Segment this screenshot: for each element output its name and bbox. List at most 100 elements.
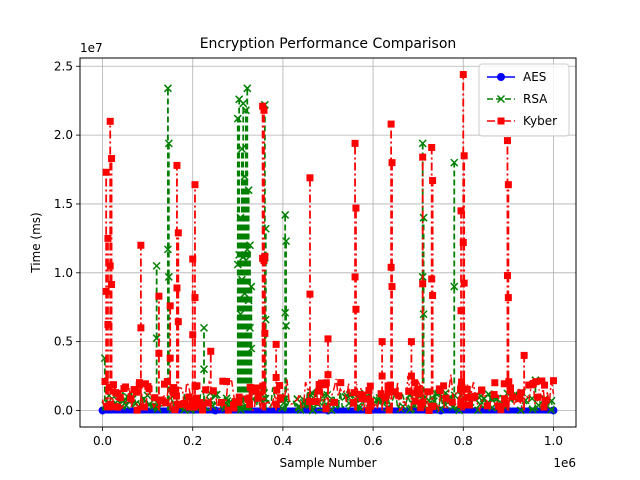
spike-mid-point bbox=[460, 279, 468, 287]
spike-point bbox=[189, 255, 197, 263]
noise-marker bbox=[337, 379, 345, 387]
y-tick-label: 2.0 bbox=[54, 128, 73, 142]
y-tick-label: 0.0 bbox=[54, 403, 73, 417]
spike-point bbox=[243, 84, 252, 93]
x-axis-label: Sample Number bbox=[279, 456, 376, 470]
noise-marker bbox=[501, 395, 509, 403]
noise-marker bbox=[547, 405, 556, 414]
spike-mid-point bbox=[281, 308, 290, 317]
noise-marker bbox=[245, 394, 253, 402]
spike-mid-point bbox=[504, 294, 512, 302]
spike-mid-point bbox=[419, 280, 427, 288]
noise-marker bbox=[312, 398, 320, 406]
legend-marker bbox=[497, 117, 505, 125]
noise-marker bbox=[172, 392, 180, 400]
spike-mid-point bbox=[388, 283, 396, 291]
noise-marker bbox=[252, 384, 260, 392]
noise-marker bbox=[395, 392, 403, 400]
noise-marker bbox=[114, 403, 122, 411]
noise-marker bbox=[315, 381, 323, 389]
noise-marker bbox=[534, 393, 542, 401]
spike-point bbox=[173, 161, 181, 169]
spike-point bbox=[239, 99, 248, 108]
noise-marker bbox=[192, 394, 200, 402]
noise-marker bbox=[516, 406, 525, 415]
noise-marker bbox=[209, 387, 217, 395]
spike-mid-point bbox=[102, 287, 110, 295]
noise-marker bbox=[517, 389, 525, 397]
noise-marker bbox=[500, 380, 508, 388]
noise-marker bbox=[490, 391, 498, 399]
chart-title: Encryption Performance Comparison bbox=[200, 36, 457, 52]
noise-marker bbox=[218, 398, 226, 406]
spike-mid-point bbox=[429, 292, 437, 300]
spike-point bbox=[260, 106, 268, 114]
spike-point bbox=[520, 351, 528, 359]
spike-mid-point bbox=[174, 318, 182, 326]
noise-marker bbox=[411, 389, 419, 397]
spike-mid-point bbox=[166, 354, 174, 362]
legend-marker bbox=[497, 73, 505, 81]
noise-marker bbox=[471, 392, 479, 400]
noise-marker bbox=[384, 382, 392, 390]
spike-point bbox=[261, 252, 269, 260]
noise-marker bbox=[350, 389, 358, 397]
spike-point bbox=[419, 213, 428, 222]
spike-point bbox=[152, 261, 161, 270]
spike-mid-point bbox=[352, 305, 360, 313]
noise-marker bbox=[331, 398, 339, 406]
noise-marker bbox=[506, 384, 514, 392]
spike-point bbox=[166, 302, 174, 310]
spike-point bbox=[429, 177, 437, 185]
x-tick-label: 0.4 bbox=[273, 434, 292, 448]
noise-marker bbox=[202, 386, 210, 394]
noise-marker bbox=[141, 403, 149, 411]
noise-marker bbox=[141, 380, 149, 388]
noise-marker bbox=[516, 395, 524, 403]
x-tick-label: 1.0 bbox=[544, 434, 563, 448]
noise-marker bbox=[162, 399, 170, 407]
spike-point bbox=[191, 181, 199, 189]
noise-marker bbox=[541, 396, 549, 404]
noise-marker bbox=[223, 377, 231, 385]
noise-marker bbox=[322, 381, 330, 389]
noise-marker bbox=[224, 406, 232, 414]
spike-mid-point bbox=[137, 324, 145, 332]
spike-point bbox=[378, 338, 386, 346]
spike-point bbox=[106, 117, 114, 125]
noise-marker bbox=[442, 394, 450, 402]
y-tick-label: 1.0 bbox=[54, 266, 73, 280]
spike-mid-point bbox=[450, 282, 459, 291]
spike-mid-point bbox=[173, 284, 181, 292]
spike-point bbox=[457, 207, 465, 215]
spike-mid-point bbox=[260, 256, 268, 264]
spike-mid-point bbox=[163, 245, 172, 254]
spike-point bbox=[352, 204, 360, 212]
spike-mid-point bbox=[419, 310, 428, 319]
noise-marker bbox=[276, 382, 284, 390]
spike-mid-point bbox=[164, 272, 173, 281]
spike-mid-point bbox=[306, 290, 314, 298]
x-tick-label: 0.8 bbox=[454, 434, 473, 448]
spike-mid-point bbox=[324, 371, 332, 379]
spike-point bbox=[174, 229, 182, 237]
noise-marker bbox=[377, 390, 385, 398]
spike-mid-point bbox=[282, 321, 291, 330]
plot-frame bbox=[79, 57, 577, 428]
noise-marker bbox=[366, 382, 374, 390]
noise-marker bbox=[391, 388, 399, 396]
noise-marker bbox=[415, 390, 423, 398]
noise-marker bbox=[160, 380, 168, 388]
noise-marker bbox=[230, 401, 238, 409]
aes-point bbox=[211, 406, 220, 415]
spike-mid-point bbox=[387, 263, 395, 271]
noise-marker bbox=[204, 399, 212, 407]
noise-marker bbox=[116, 394, 124, 402]
noise-marker bbox=[525, 381, 533, 389]
spike-point bbox=[387, 120, 395, 128]
noise-marker bbox=[246, 383, 254, 391]
spike-point bbox=[108, 155, 116, 163]
spike-point bbox=[137, 241, 145, 249]
legend-item-kyber: Kyber bbox=[487, 114, 557, 128]
